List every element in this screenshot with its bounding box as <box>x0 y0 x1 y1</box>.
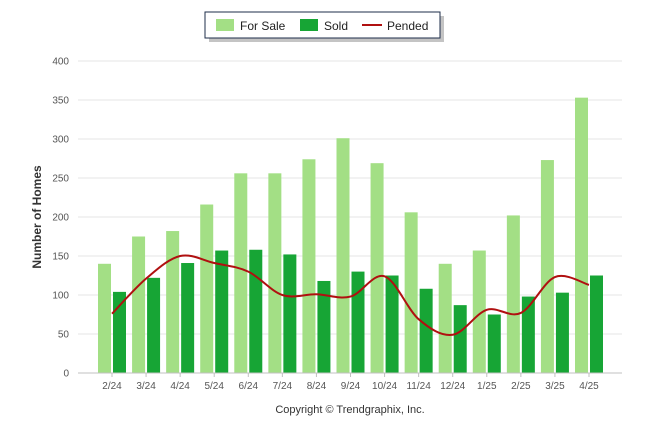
bar-sold <box>317 280 331 373</box>
legend: For Sale Sold Pended <box>204 11 444 42</box>
legend-label-sold: Sold <box>324 19 348 33</box>
x-tick-label: 12/24 <box>440 381 465 392</box>
legend-swatch-sold <box>300 19 318 31</box>
bar-sold <box>419 288 433 373</box>
y-tick-label: 0 <box>63 369 69 380</box>
bar-sold <box>249 249 263 373</box>
bar-sold <box>487 314 501 373</box>
x-tick-label: 10/24 <box>372 381 397 392</box>
bar-sold <box>283 254 297 373</box>
bar-sold <box>113 291 126 373</box>
y-tick-label: 350 <box>52 96 69 107</box>
legend-label-pended: Pended <box>387 19 428 33</box>
x-tick-label: 1/25 <box>477 381 497 392</box>
x-tick-label: 4/25 <box>579 381 599 392</box>
bar-for-sale <box>438 263 452 373</box>
bar-sold <box>590 275 603 373</box>
y-tick-label: 250 <box>52 174 69 185</box>
bar-sold <box>215 250 229 373</box>
bar-sold <box>555 292 569 373</box>
x-tick-label: 2/24 <box>102 381 122 392</box>
bars <box>98 97 603 373</box>
x-tick-label: 3/24 <box>136 381 156 392</box>
bar-sold <box>147 277 161 373</box>
bar-for-sale <box>234 173 248 373</box>
x-tick-label: 3/25 <box>545 381 565 392</box>
x-axis-ticks: 2/24 3/24 4/24 5/24 6/24 7/24 8/24 9/24 10/24 11/… <box>102 373 599 392</box>
x-tick-label: 6/24 <box>239 381 259 392</box>
y-axis-ticks: 0 50 100 150 200 250 300 350 400 <box>52 57 69 380</box>
bar-sold <box>453 305 467 373</box>
x-tick-label: 11/24 <box>406 381 431 392</box>
x-tick-label: 4/24 <box>170 381 190 392</box>
bar-for-sale <box>268 173 282 373</box>
y-tick-label: 200 <box>52 213 69 224</box>
bar-for-sale <box>132 236 146 373</box>
bar-for-sale <box>540 160 554 373</box>
bar-sold <box>351 271 365 373</box>
x-tick-label: 2/25 <box>511 381 531 392</box>
legend-swatch-for-sale <box>216 19 234 31</box>
bar-for-sale <box>302 159 316 373</box>
y-tick-label: 50 <box>58 330 70 341</box>
bar-sold <box>385 275 399 373</box>
y-tick-label: 100 <box>52 291 69 302</box>
x-tick-label: 9/24 <box>341 381 361 392</box>
y-tick-label: 150 <box>52 252 69 263</box>
x-tick-label: 7/24 <box>273 381 293 392</box>
x-tick-label: 5/24 <box>204 381 224 392</box>
bar-for-sale <box>575 97 588 373</box>
bar-for-sale <box>506 215 520 373</box>
bar-sold <box>521 296 535 373</box>
y-axis-label: Number of Homes <box>30 165 44 269</box>
x-tick-label: 8/24 <box>307 381 327 392</box>
bar-for-sale <box>472 250 486 373</box>
copyright-credit: Copyright © Trendgraphix, Inc. <box>275 404 424 416</box>
bar-sold <box>181 263 195 373</box>
bar-for-sale <box>200 204 214 373</box>
pended-line-group <box>111 254 590 336</box>
bar-for-sale <box>166 231 180 373</box>
y-tick-label: 300 <box>52 135 69 146</box>
bar-for-sale <box>404 212 418 373</box>
bar-for-sale <box>336 138 350 373</box>
y-tick-label: 400 <box>52 57 69 68</box>
bar-for-sale <box>370 163 384 373</box>
bar-for-sale <box>98 263 111 373</box>
legend-label-for-sale: For Sale <box>240 19 286 33</box>
legend-box <box>204 11 441 39</box>
